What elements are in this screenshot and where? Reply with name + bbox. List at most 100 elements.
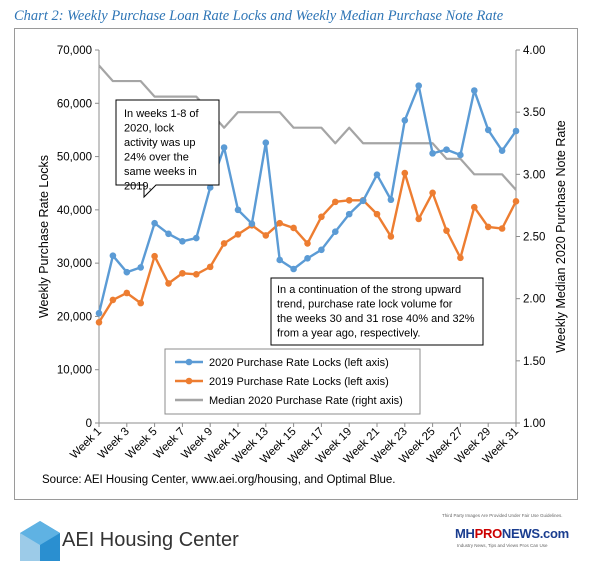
data-point [262, 139, 270, 147]
y-tick-label: 60,000 [57, 98, 92, 110]
data-point [443, 146, 450, 153]
data-point [220, 240, 228, 247]
series-line-3 [98, 64, 517, 191]
annotation-line: the weeks 30 and 31 rose 40% and 32% [277, 313, 475, 325]
data-point [234, 206, 242, 214]
data-point [401, 169, 409, 177]
data-point [206, 263, 214, 271]
legend-label: Median 2020 Purchase Rate (right axis) [209, 395, 403, 407]
brand-pro: PRO [474, 526, 503, 541]
chart-frame [14, 28, 578, 500]
y2-axis-title: Weekly Median 2020 Purchase Note Rate [554, 120, 568, 353]
data-point [512, 127, 520, 135]
brand-mh: MH [455, 526, 475, 541]
y-tick-label: 30,000 [57, 258, 92, 270]
mhpronews-tagline: Industry News, Tips and Views Pros Can U… [457, 543, 548, 548]
data-point [387, 196, 395, 204]
data-point [95, 318, 103, 326]
brand-news: NEWS [501, 526, 540, 541]
data-point [401, 117, 409, 124]
y-tick-label: 10,000 [57, 365, 92, 377]
brand-com: .com [539, 526, 569, 541]
data-point [234, 231, 242, 238]
y2-tick-label: 1.00 [523, 418, 545, 430]
data-point [165, 280, 172, 287]
data-point [109, 252, 117, 259]
data-point [512, 198, 520, 205]
data-point [179, 269, 186, 277]
data-point [345, 210, 353, 218]
annotation-line: In weeks 1-8 of [124, 108, 200, 120]
y-tick-label: 70,000 [57, 45, 92, 57]
data-point [387, 233, 395, 240]
data-point [373, 210, 381, 218]
data-point [304, 255, 311, 262]
data-point [373, 171, 381, 178]
source-note: Source: AEI Housing Center, www.aei.org/… [42, 474, 396, 486]
aei-logo-text: AEI Housing Center [62, 529, 239, 551]
data-point [318, 213, 325, 221]
annotation-line: 24% over the [124, 152, 189, 164]
data-point [262, 232, 270, 239]
data-point [484, 223, 492, 231]
data-point [471, 87, 478, 94]
data-point [443, 227, 450, 234]
annotation-line: In a continuation of the strong upward [277, 284, 461, 296]
data-point [415, 215, 423, 223]
data-point [193, 234, 200, 242]
data-point [193, 271, 200, 278]
data-point [179, 237, 186, 245]
data-point [123, 289, 131, 297]
annotation-line: 2019. [124, 181, 152, 193]
chart-plot: 0 10,000 20,000 30,000 40,000 50,000 60,000 70,… [37, 45, 568, 466]
data-point [332, 228, 339, 236]
data-point [345, 196, 353, 204]
data-point [290, 224, 297, 232]
data-point [429, 189, 436, 197]
data-point [165, 230, 172, 238]
annotation-callout-1 [115, 99, 220, 199]
data-point [457, 151, 464, 159]
legend-swatch-marker [185, 377, 193, 385]
fair-use-note: Third Party Images Are Provided Under Fa… [442, 513, 563, 518]
annotation-line: same weeks in [124, 166, 197, 178]
legend-label: 2020 Purchase Rate Locks (left axis) [209, 357, 389, 369]
y-tick-label: 20,000 [57, 311, 92, 323]
annotation-text-2: In a continuation of the strong upward tr… [277, 284, 475, 340]
data-point [276, 219, 284, 227]
data-point [151, 219, 158, 227]
annotation-line: activity was up [124, 137, 196, 149]
legend-box [164, 348, 421, 415]
annotation-line: trend, purchase rate lock volume for [277, 299, 453, 311]
y-tick-label: 50,000 [57, 152, 92, 164]
data-point [276, 256, 284, 264]
annotation-text-1: In weeks 1-8 of 2020, lock activity was up… [124, 108, 200, 193]
data-point [220, 144, 228, 151]
data-point [471, 203, 478, 211]
annotation-line: 2020, lock [124, 123, 175, 135]
data-point [304, 240, 311, 247]
y2-tick-label: 1.50 [523, 356, 545, 368]
data-point [123, 268, 131, 276]
data-point [429, 150, 436, 157]
y2-tick-label: 2.50 [523, 232, 545, 244]
data-point [151, 252, 158, 260]
data-point [95, 309, 103, 317]
data-point [248, 220, 256, 228]
data-point [318, 246, 325, 254]
aei-logo-icon [20, 521, 60, 561]
annotation-line: from a year ago, respectively. [277, 328, 420, 340]
chart-title: Chart 2: Weekly Purchase Loan Rate Locks… [14, 8, 504, 24]
y2-tick-label: 4.00 [523, 45, 545, 57]
y2-tick-label: 3.50 [523, 107, 545, 119]
data-point [137, 264, 144, 271]
y-tick-label: 40,000 [57, 205, 92, 217]
data-point [332, 198, 339, 206]
data-point [290, 265, 297, 273]
data-point [137, 299, 144, 307]
data-point [457, 254, 464, 262]
data-point [359, 197, 367, 205]
mhpronews-logo: MHPRONEWS.com [455, 526, 569, 541]
data-point [498, 225, 506, 232]
legend-swatch-marker [185, 358, 193, 366]
